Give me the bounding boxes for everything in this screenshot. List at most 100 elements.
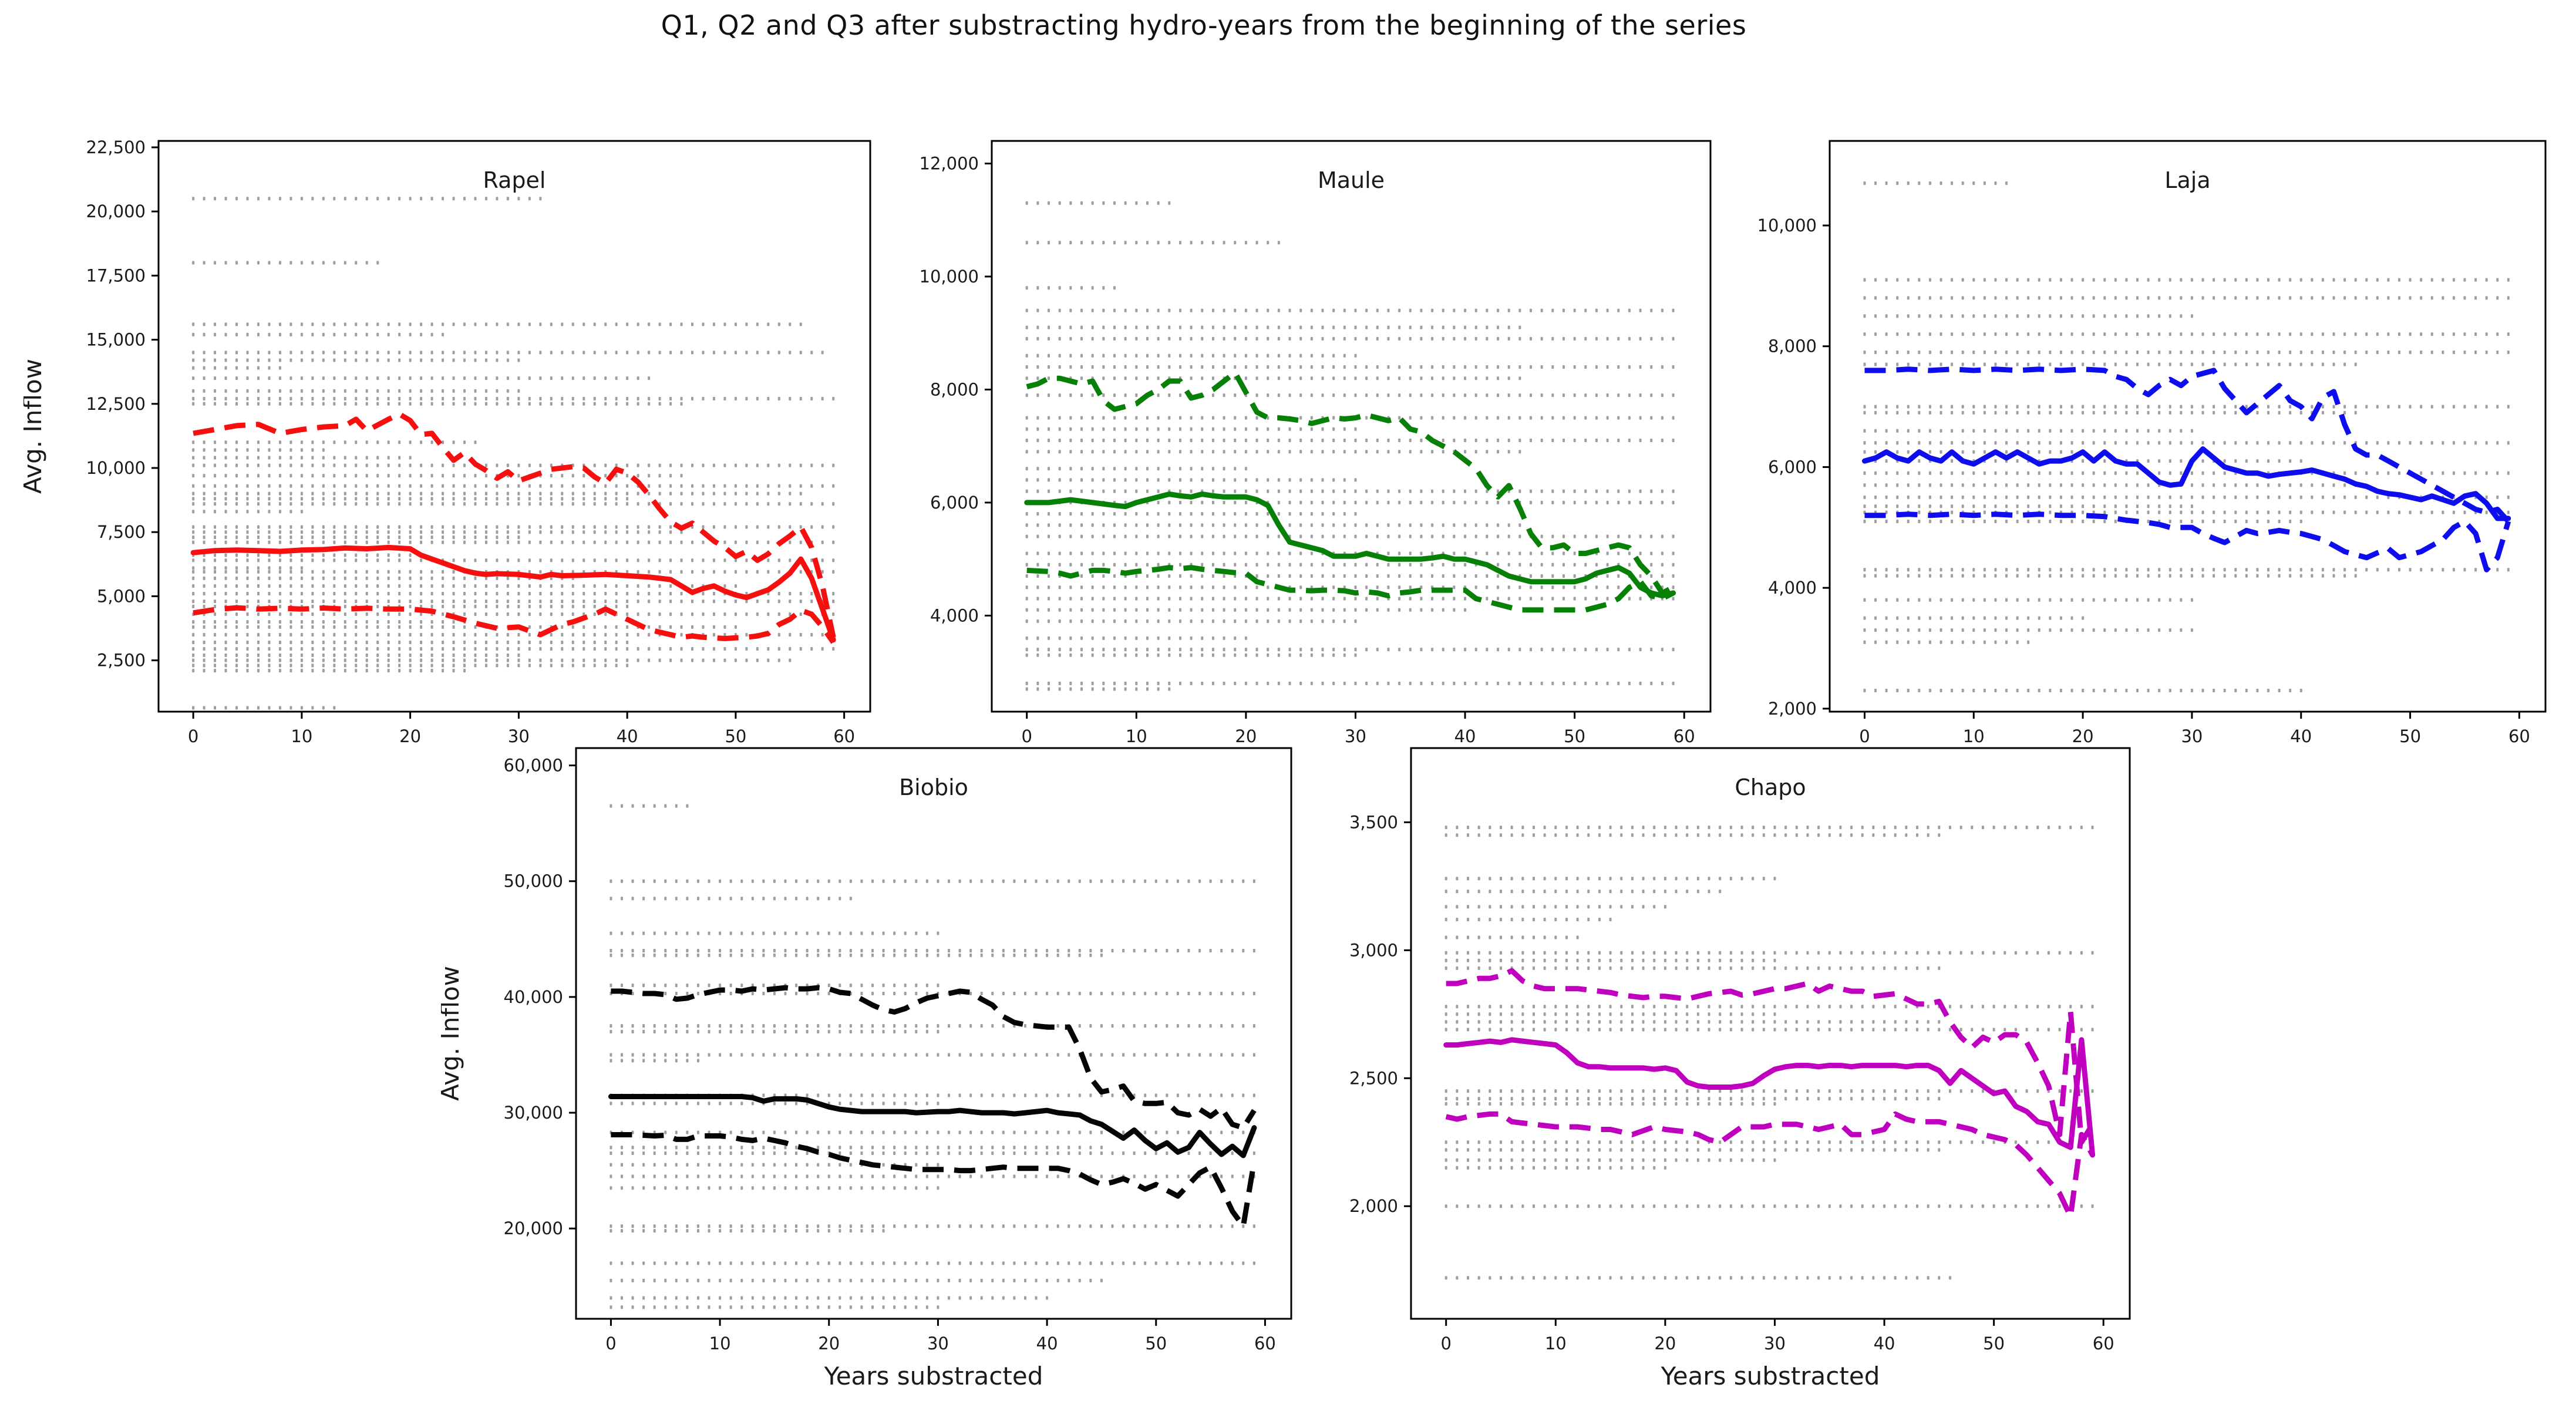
series-q2-chapo — [1446, 1040, 2093, 1155]
subplot-title: Laja — [2164, 167, 2210, 193]
x-tick-label: 10 — [1963, 726, 1985, 746]
series-q2-biobio — [611, 1097, 1254, 1156]
y-tick-label: 4,000 — [930, 605, 979, 625]
x-tick-label: 40 — [617, 726, 638, 746]
y-tick-label: 15,000 — [86, 330, 146, 350]
y-tick-label: 10,000 — [1757, 215, 1817, 235]
series-q3-chapo — [1446, 971, 2093, 1142]
series-q1-laja — [1865, 514, 2508, 570]
series-q3-maule — [1027, 373, 1673, 593]
x-tick-label: 10 — [1545, 1333, 1567, 1353]
y-axis-label: Avg. Inflow — [23, 359, 47, 494]
series-q3-laja — [1865, 369, 2508, 521]
x-tick-label: 50 — [1145, 1333, 1167, 1353]
y-tick-label: 2,000 — [1768, 699, 1817, 719]
x-tick-label: 50 — [725, 726, 746, 746]
x-tick-label: 0 — [605, 1333, 616, 1353]
x-axis-label: Years substracted — [824, 1362, 1043, 1390]
dots-layer — [1026, 201, 1675, 691]
series-q2-maule — [1027, 494, 1673, 596]
x-tick-label: 40 — [1454, 726, 1476, 746]
series-q2-rapel — [193, 547, 833, 639]
y-tick-label: 6,000 — [1768, 457, 1817, 477]
y-tick-label: 20,000 — [504, 1218, 563, 1238]
x-axis: 0 10 20 30 40 50 60 — [1440, 1319, 2114, 1353]
series-q1-maule — [1027, 568, 1673, 610]
x-tick-label: 20 — [1235, 726, 1257, 746]
y-tick-label: 30,000 — [504, 1103, 563, 1123]
x-tick-label: 40 — [1036, 1333, 1058, 1353]
dots-layer — [1863, 181, 2509, 692]
x-tick-label: 10 — [1126, 726, 1147, 746]
y-tick-label: 17,500 — [86, 265, 146, 285]
dots-layer — [1445, 826, 2094, 1279]
y-axis: 2,5005,0007,50010,00012,50015,00017,5002… — [86, 137, 159, 671]
x-tick-label: 30 — [1764, 1333, 1786, 1353]
series-q1-biobio — [611, 1135, 1254, 1227]
y-tick-label: 2,000 — [1349, 1196, 1398, 1216]
x-tick-label: 20 — [2072, 726, 2094, 746]
dots-layer — [192, 197, 834, 709]
x-tick-label: 40 — [1874, 1333, 1895, 1353]
y-tick-label: 40,000 — [504, 987, 563, 1007]
y-tick-label: 3,000 — [1349, 940, 1398, 960]
x-tick-label: 60 — [1673, 726, 1695, 746]
x-axis-label: Years substracted — [1661, 1362, 1880, 1390]
x-tick-label: 60 — [1254, 1333, 1276, 1353]
x-tick-label: 0 — [1021, 726, 1032, 746]
subplot-title: Chapo — [1735, 774, 1806, 800]
y-tick-label: 10,000 — [920, 267, 979, 287]
y-tick-label: 3,500 — [1349, 812, 1398, 832]
x-tick-label: 50 — [2399, 726, 2421, 746]
x-tick-label: 20 — [399, 726, 421, 746]
x-tick-label: 20 — [1654, 1333, 1676, 1353]
y-tick-label: 12,000 — [920, 153, 979, 173]
y-tick-label: 7,500 — [97, 522, 146, 542]
y-tick-label: 22,500 — [86, 137, 146, 157]
x-tick-label: 50 — [1564, 726, 1585, 746]
y-tick-label: 20,000 — [86, 201, 146, 221]
subplot-title: Biobio — [899, 774, 968, 800]
x-tick-label: 40 — [2290, 726, 2312, 746]
axes-frame — [992, 141, 1710, 712]
x-tick-label: 0 — [188, 726, 198, 746]
y-axis: 2,000 2,500 3,000 3,500 — [1349, 812, 1411, 1216]
x-axis: 0 10 20 30 40 50 60 — [1021, 712, 1695, 746]
chart-rapel: 2,5005,0007,50010,00012,50015,00017,5002… — [23, 113, 894, 794]
y-tick-label: 12,500 — [86, 394, 146, 414]
axes-frame — [576, 748, 1291, 1319]
chart-chapo: 2,000 2,500 3,000 3,500 0 10 20 30 40 50 60 Chapo Ye… — [1276, 720, 2153, 1401]
x-tick-label: 30 — [1345, 726, 1366, 746]
series-q2-laja — [1865, 449, 2508, 518]
axes-frame — [1411, 748, 2130, 1319]
dots-layer — [610, 804, 1255, 1309]
x-tick-label: 0 — [1440, 1333, 1451, 1353]
x-tick-label: 10 — [291, 726, 312, 746]
y-tick-label: 2,500 — [1349, 1068, 1398, 1088]
x-tick-label: 60 — [2508, 726, 2530, 746]
x-tick-label: 30 — [508, 726, 530, 746]
figure-title: Q1, Q2 and Q3 after substracting hydro-y… — [0, 9, 2407, 41]
y-tick-label: 50,000 — [504, 871, 563, 891]
y-tick-label: 10,000 — [86, 458, 146, 478]
subplot-title: Rapel — [483, 167, 546, 193]
axes-frame — [1830, 141, 2545, 712]
x-tick-label: 0 — [1859, 726, 1870, 746]
subplot-title: Maule — [1318, 167, 1385, 193]
x-tick-label: 10 — [709, 1333, 731, 1353]
axes-frame — [159, 141, 870, 712]
x-tick-label: 60 — [2093, 1333, 2114, 1353]
y-tick-label: 8,000 — [1768, 336, 1817, 356]
series-q3-rapel — [193, 414, 833, 637]
x-tick-label: 50 — [1983, 1333, 2005, 1353]
